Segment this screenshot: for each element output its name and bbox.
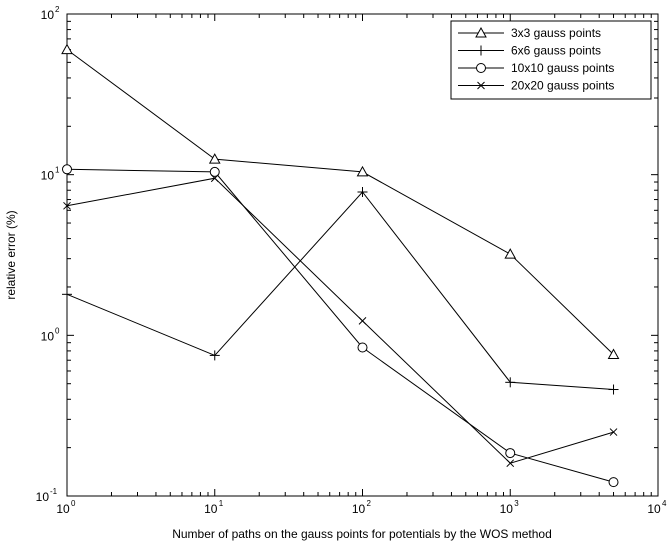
data-point	[608, 384, 619, 395]
data-point	[209, 350, 220, 361]
data-point	[63, 201, 71, 210]
axis-ticks: 10 0 10 1 10 2 10 3 10 410 -110 010 110 2	[36, 5, 667, 516]
x-marker-b	[477, 81, 485, 90]
legend-marker	[475, 26, 487, 38]
x-marker-b	[358, 317, 367, 325]
series-layer	[61, 43, 620, 488]
data-point	[62, 164, 72, 175]
x-tick-label: 10	[500, 502, 514, 516]
y-tick-label: 10	[36, 490, 50, 504]
y-tick-exponent: 0	[55, 326, 60, 335]
legend-marker	[476, 63, 486, 73]
x-marker-b	[506, 459, 515, 468]
y-tick-label: 10	[41, 169, 55, 183]
y-tick-exponent: 1	[55, 166, 60, 175]
series-4	[63, 174, 618, 468]
data-point	[209, 166, 220, 177]
x-tick-label: 10	[204, 502, 218, 516]
y-tick-exponent: -1	[50, 487, 58, 496]
data-point	[609, 428, 618, 436]
legend-label: 3x3 gauss points	[511, 26, 601, 40]
x-tick-label: 10	[647, 502, 661, 516]
x-tick-label: 10	[56, 502, 70, 516]
x-axis-title: Number of paths on the gauss points for …	[172, 527, 552, 541]
data-point	[608, 477, 619, 488]
data-point	[504, 248, 517, 259]
y-axis-title: relative error (%)	[4, 210, 18, 299]
data-point	[358, 317, 367, 325]
data-point	[607, 348, 620, 359]
x-tick-exponent: 3	[514, 499, 519, 508]
legend: 3x3 gauss points 6x6 gauss points 10x10 ga…	[450, 20, 652, 100]
x-tick-label: 10	[352, 502, 366, 516]
legend-marker	[477, 81, 485, 90]
series-3	[62, 164, 619, 488]
data-point	[506, 459, 515, 468]
series-line	[66, 191, 614, 390]
series-1	[61, 43, 620, 359]
data-point	[210, 174, 219, 183]
data-point	[505, 377, 516, 388]
x-tick-exponent: 2	[367, 499, 372, 508]
x-tick-exponent: 0	[71, 499, 76, 508]
y-tick-exponent: 2	[55, 5, 60, 14]
legend-item-4: 20x20 gauss points	[458, 79, 614, 93]
series-2	[62, 187, 619, 395]
x-tick-exponent: 1	[219, 499, 224, 508]
data-point	[356, 165, 369, 177]
legend-item-3: 10x10 gauss points	[458, 61, 614, 75]
data-point	[61, 43, 73, 55]
data-point	[357, 187, 368, 198]
data-point	[208, 153, 221, 164]
x-marker-b	[609, 428, 618, 436]
data-point	[505, 448, 516, 459]
x-marker-b	[63, 201, 71, 210]
data-point	[62, 289, 72, 300]
data-point	[357, 342, 368, 353]
y-tick-label: 10	[41, 329, 55, 343]
x-marker-b	[210, 174, 219, 183]
y-tick-label: 10	[41, 8, 55, 22]
legend-marker	[476, 45, 486, 56]
legend-label: 6x6 gauss points	[511, 44, 601, 58]
legend-item-2: 6x6 gauss points	[458, 44, 601, 58]
legend-item-1: 3x3 gauss points	[458, 26, 601, 40]
legend-label: 20x20 gauss points	[511, 79, 614, 93]
x-tick-exponent: 4	[662, 499, 667, 508]
legend-label: 10x10 gauss points	[511, 61, 614, 75]
